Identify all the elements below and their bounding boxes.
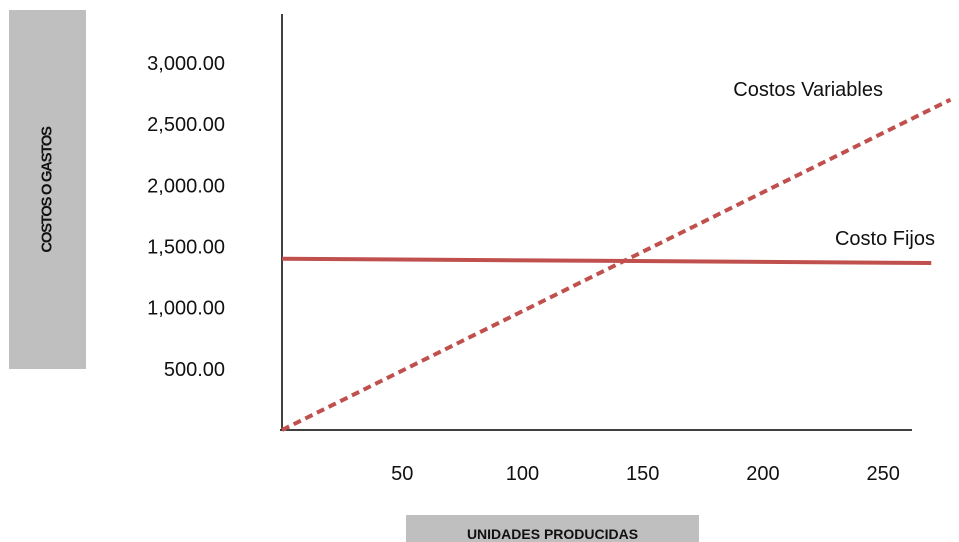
- x-tick-label: 150: [626, 463, 659, 485]
- x-axis-title-box: UNIDADES PRODUCIDAS: [406, 515, 699, 542]
- y-tick-label: 3,000.00: [147, 53, 225, 75]
- y-tick-label: 1,500.00: [147, 236, 225, 258]
- y-tick-label: 2,500.00: [147, 114, 225, 136]
- x-tick-label: 50: [391, 463, 413, 485]
- x-tick-label: 250: [866, 463, 899, 485]
- x-tick-label: 200: [746, 463, 779, 485]
- series-label-0: Costo Fijos: [835, 228, 935, 250]
- y-tick-label: 2,000.00: [147, 175, 225, 197]
- y-axis-title-box: [9, 10, 86, 369]
- y-tick-label: 1,000.00: [147, 298, 225, 320]
- series-label-1: Costos Variables: [733, 79, 883, 101]
- x-axis-title: UNIDADES PRODUCIDAS: [466, 526, 639, 542]
- y-tick-label: 500.00: [164, 359, 225, 381]
- x-tick-label: 100: [506, 463, 539, 485]
- series-line-1: [281, 97, 952, 432]
- series-line-0: [281, 256, 932, 265]
